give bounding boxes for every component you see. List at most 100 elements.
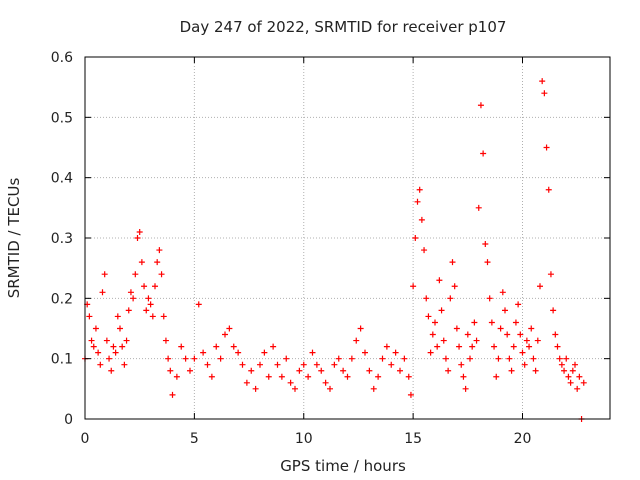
data-point	[517, 331, 524, 338]
data-point	[410, 283, 417, 290]
data-point	[576, 373, 583, 380]
data-point	[252, 385, 259, 392]
data-point	[477, 102, 484, 109]
data-point	[187, 367, 193, 374]
data-point	[127, 289, 134, 296]
data-point	[493, 373, 500, 380]
data-point	[270, 343, 277, 350]
data-point	[495, 355, 502, 362]
data-point	[442, 355, 449, 362]
data-point	[226, 325, 233, 332]
data-point	[213, 343, 220, 350]
data-point	[486, 295, 493, 302]
data-point	[152, 283, 158, 290]
data-point	[418, 216, 425, 223]
data-point	[397, 367, 403, 374]
data-point	[401, 355, 408, 362]
data-point	[141, 283, 148, 290]
data-point	[204, 361, 211, 368]
data-point	[353, 337, 360, 344]
data-point	[300, 361, 307, 368]
data-point	[547, 271, 554, 278]
data-point	[543, 144, 550, 151]
data-point	[92, 325, 99, 332]
data-point	[434, 343, 441, 350]
data-point	[464, 331, 471, 338]
data-point	[110, 343, 117, 350]
y-tick-label: 0.1	[51, 352, 73, 368]
data-point	[574, 385, 581, 392]
data-point	[458, 361, 465, 368]
data-point	[427, 349, 434, 356]
data-point	[344, 373, 351, 380]
data-point	[95, 349, 102, 356]
data-point	[287, 379, 294, 386]
data-point	[515, 301, 522, 308]
data-point	[313, 361, 320, 368]
data-point	[467, 355, 473, 362]
data-point	[416, 186, 423, 193]
data-point	[558, 361, 565, 368]
data-point	[90, 343, 97, 350]
data-point	[257, 361, 263, 368]
data-point	[340, 367, 347, 374]
data-point	[305, 373, 312, 380]
data-point	[200, 349, 207, 356]
x-axis-label: GPS time / hours	[280, 457, 406, 475]
data-point	[178, 343, 185, 350]
y-tick-label: 0.4	[51, 171, 73, 187]
data-point	[519, 349, 526, 356]
data-point	[572, 361, 578, 368]
data-point	[86, 313, 93, 320]
data-point	[449, 259, 456, 266]
data-point	[130, 295, 137, 302]
data-point	[567, 379, 574, 386]
data-point	[112, 349, 119, 356]
data-point	[182, 355, 189, 362]
data-point	[462, 385, 469, 392]
data-point	[243, 379, 250, 386]
data-point	[248, 367, 255, 374]
data-point	[405, 373, 412, 380]
data-point	[132, 271, 139, 278]
data-point	[491, 343, 498, 350]
data-point	[480, 150, 487, 157]
data-point	[134, 235, 141, 241]
data-point	[101, 271, 108, 278]
data-point	[165, 355, 172, 362]
data-point	[453, 325, 460, 332]
y-tick-label: 0	[64, 412, 73, 428]
data-point	[451, 283, 458, 290]
data-point	[322, 379, 329, 386]
data-point	[147, 301, 154, 308]
data-point	[504, 331, 511, 338]
data-point	[528, 325, 535, 332]
data-point	[388, 361, 395, 368]
data-point	[432, 319, 438, 326]
data-point	[563, 355, 570, 362]
data-point	[502, 307, 508, 314]
data-point	[261, 349, 268, 356]
data-point	[283, 355, 290, 362]
data-point	[327, 385, 333, 392]
data-point	[506, 355, 513, 362]
data-point	[309, 349, 316, 356]
data-point	[438, 307, 445, 314]
data-point	[108, 367, 115, 374]
data-point	[121, 361, 128, 368]
data-point	[379, 355, 386, 362]
data-point	[278, 373, 285, 380]
data-point	[545, 186, 552, 193]
data-point	[136, 228, 143, 235]
data-point	[412, 235, 419, 241]
data-point	[530, 355, 537, 362]
y-tick-label: 0.3	[51, 231, 73, 247]
data-point	[497, 325, 504, 332]
data-point	[407, 391, 414, 398]
data-point	[222, 331, 228, 338]
data-point	[160, 313, 167, 320]
data-point	[561, 367, 568, 374]
data-point	[191, 355, 198, 362]
data-point	[292, 385, 298, 392]
data-point	[392, 349, 399, 356]
